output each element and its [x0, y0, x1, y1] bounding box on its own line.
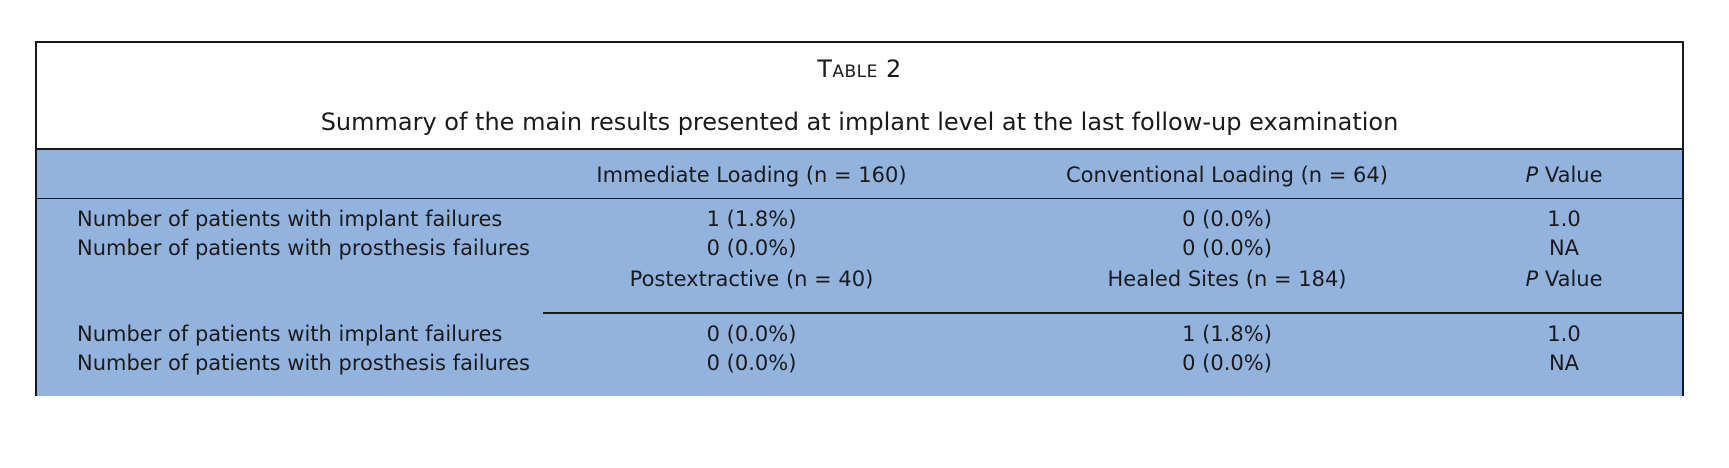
row-label: Number of patients with implant failures — [77, 322, 503, 346]
header-rule — [37, 198, 1682, 199]
table-cell: 1 (1.8%) — [706, 207, 797, 231]
subheader-healed-sites: Healed Sites (n = 184) — [1107, 267, 1347, 291]
table-label: Table 2 — [817, 55, 902, 83]
header-p-symbol: P — [1525, 163, 1539, 187]
table-title: Summary of the main results presented at… — [320, 108, 1399, 136]
p-value: 1.0 — [1547, 322, 1581, 346]
table-cell: 0 (0.0%) — [706, 236, 797, 260]
p-value: NA — [1548, 236, 1580, 260]
subheader-p-symbol: P — [1525, 267, 1539, 291]
table-cell: 0 (0.0%) — [1182, 207, 1272, 231]
table-cell: 0 (0.0%) — [1182, 236, 1272, 260]
table-cell: 1 (1.8%) — [1182, 322, 1272, 346]
results-table: Table 2 Summary of the main results pres… — [35, 41, 1684, 396]
p-value: 1.0 — [1547, 207, 1581, 231]
row-label: Number of patients with prosthesis failu… — [77, 236, 530, 260]
table-cell: 0 (0.0%) — [1182, 351, 1272, 375]
row-label: Number of patients with prosthesis failu… — [77, 351, 530, 375]
header-immediate-loading: Immediate Loading (n = 160) — [596, 163, 907, 187]
header-p-value-text: Value — [1538, 163, 1603, 187]
subheader-p-value-text: Value — [1538, 267, 1603, 291]
table-cell: 0 (0.0%) — [706, 322, 797, 346]
header-conventional-loading: Conventional Loading (n = 64) — [1066, 163, 1388, 187]
table-body: Immediate Loading (n = 160) Conventional… — [37, 148, 1684, 396]
subheader-postextractive: Postextractive (n = 40) — [629, 267, 874, 291]
row-label: Number of patients with implant failures — [77, 207, 503, 231]
p-value: NA — [1548, 351, 1580, 375]
table-caption: Table 2 Summary of the main results pres… — [37, 43, 1682, 148]
table-cell: 0 (0.0%) — [706, 351, 797, 375]
subheader-rule — [543, 312, 1684, 314]
